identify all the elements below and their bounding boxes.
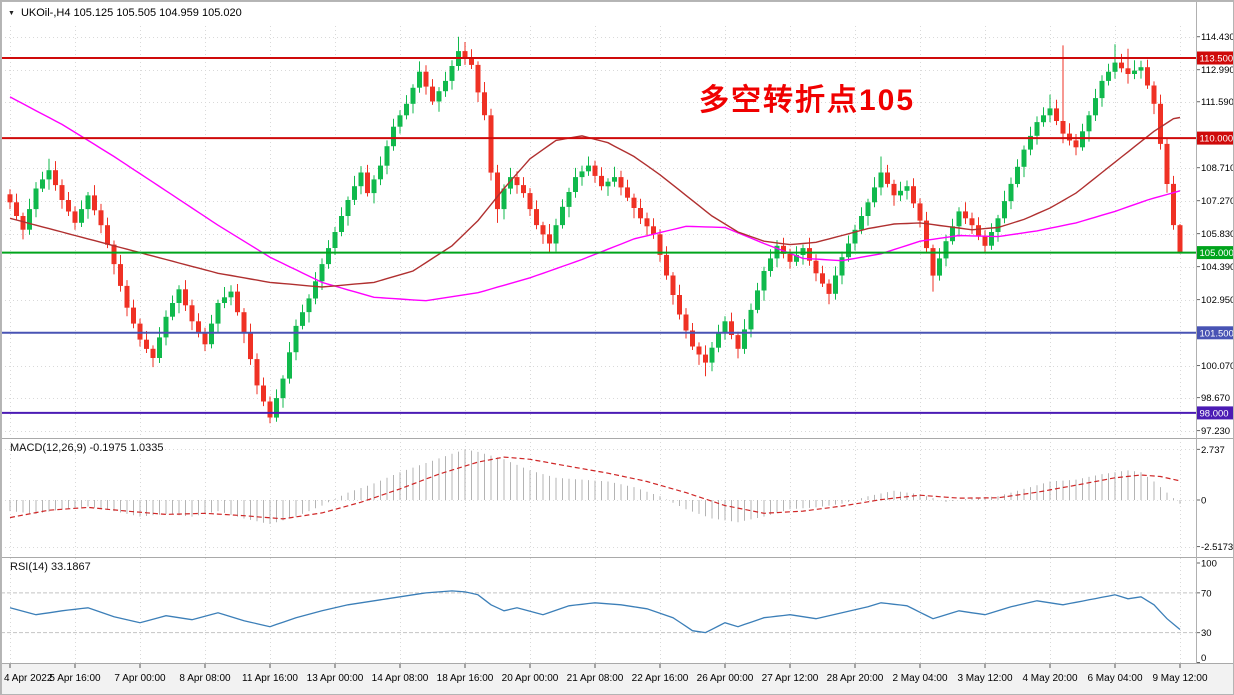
svg-text:108.710: 108.710	[1201, 163, 1234, 174]
svg-text:5 Apr 16:00: 5 Apr 16:00	[49, 673, 101, 684]
svg-text:110.000: 110.000	[1200, 134, 1234, 145]
svg-text:0: 0	[1201, 653, 1206, 664]
svg-text:3 May 12:00: 3 May 12:00	[957, 673, 1012, 684]
svg-text:107.270: 107.270	[1201, 196, 1234, 207]
svg-text:21 Apr 08:00: 21 Apr 08:00	[567, 673, 624, 684]
svg-text:97.230: 97.230	[1201, 426, 1230, 437]
svg-text:2 May 04:00: 2 May 04:00	[892, 673, 947, 684]
price-axis	[1197, 36, 1200, 663]
symbol-info: ▼ UKOil-,H4 105.125 105.505 104.959 105.…	[8, 7, 242, 19]
ma-fast-darkred	[9, 116, 1181, 288]
svg-text:100: 100	[1201, 559, 1217, 570]
svg-text:0: 0	[1201, 496, 1206, 507]
svg-text:104.390: 104.390	[1201, 262, 1234, 273]
svg-text:18 Apr 16:00: 18 Apr 16:00	[437, 673, 494, 684]
rsi-indicator-label: RSI(14) 33.1867	[10, 561, 91, 573]
svg-text:105.830: 105.830	[1201, 229, 1234, 240]
svg-text:114.430: 114.430	[1201, 32, 1234, 43]
svg-text:100.070: 100.070	[1201, 361, 1234, 372]
price-badge-101.500	[1197, 326, 1233, 340]
svg-text:98.670: 98.670	[1201, 393, 1230, 404]
rsi-line	[9, 590, 1181, 634]
svg-text:6 May 04:00: 6 May 04:00	[1087, 673, 1142, 684]
time-axis-strip	[1, 664, 1233, 694]
ma-slow-magenta	[9, 96, 1181, 302]
svg-text:28 Apr 20:00: 28 Apr 20:00	[827, 673, 884, 684]
collapse-arrow-icon[interactable]: ▼	[8, 9, 15, 17]
svg-text:26 Apr 00:00: 26 Apr 00:00	[697, 673, 754, 684]
svg-text:13 Apr 00:00: 13 Apr 00:00	[307, 673, 364, 684]
svg-text:27 Apr 12:00: 27 Apr 12:00	[762, 673, 819, 684]
svg-text:70: 70	[1201, 588, 1212, 599]
annotation-text[interactable]: 多空转折点105	[699, 84, 916, 117]
price-badge-98.000	[1197, 406, 1233, 420]
svg-text:14 Apr 08:00: 14 Apr 08:00	[372, 673, 429, 684]
symbol-ohlc-text: UKOil-,H4 105.125 105.505 104.959 105.02…	[20, 7, 242, 19]
svg-text:112.990: 112.990	[1201, 65, 1234, 76]
macd-signal-line	[9, 456, 1181, 520]
price-badge-105.000	[1197, 246, 1233, 260]
svg-text:8 Apr 08:00: 8 Apr 08:00	[179, 673, 231, 684]
svg-text:4 May 20:00: 4 May 20:00	[1022, 673, 1077, 684]
svg-text:30: 30	[1201, 628, 1212, 639]
svg-text:20 Apr 00:00: 20 Apr 00:00	[502, 673, 559, 684]
price-badge-113.500	[1197, 51, 1233, 65]
svg-text:7 Apr 00:00: 7 Apr 00:00	[114, 673, 166, 684]
svg-text:9 May 12:00: 9 May 12:00	[1152, 673, 1207, 684]
svg-text:105.000: 105.000	[1200, 248, 1234, 259]
svg-text:113.500: 113.500	[1200, 54, 1234, 65]
svg-text:102.950: 102.950	[1201, 295, 1234, 306]
svg-text:98.000: 98.000	[1200, 408, 1229, 419]
svg-text:11 Apr 16:00: 11 Apr 16:00	[242, 673, 298, 684]
price-badge-110.000	[1197, 131, 1233, 145]
svg-text:101.500: 101.500	[1200, 328, 1234, 339]
svg-text:4 Apr 2022: 4 Apr 2022	[4, 673, 53, 684]
macd-indicator-label: MACD(12,26,9) -0.1975 1.0335	[10, 442, 164, 454]
svg-text:-2.5173: -2.5173	[1201, 542, 1233, 553]
svg-text:111.590: 111.590	[1201, 97, 1234, 108]
svg-text:22 Apr 16:00: 22 Apr 16:00	[632, 673, 689, 684]
svg-text:2.737: 2.737	[1201, 445, 1225, 456]
